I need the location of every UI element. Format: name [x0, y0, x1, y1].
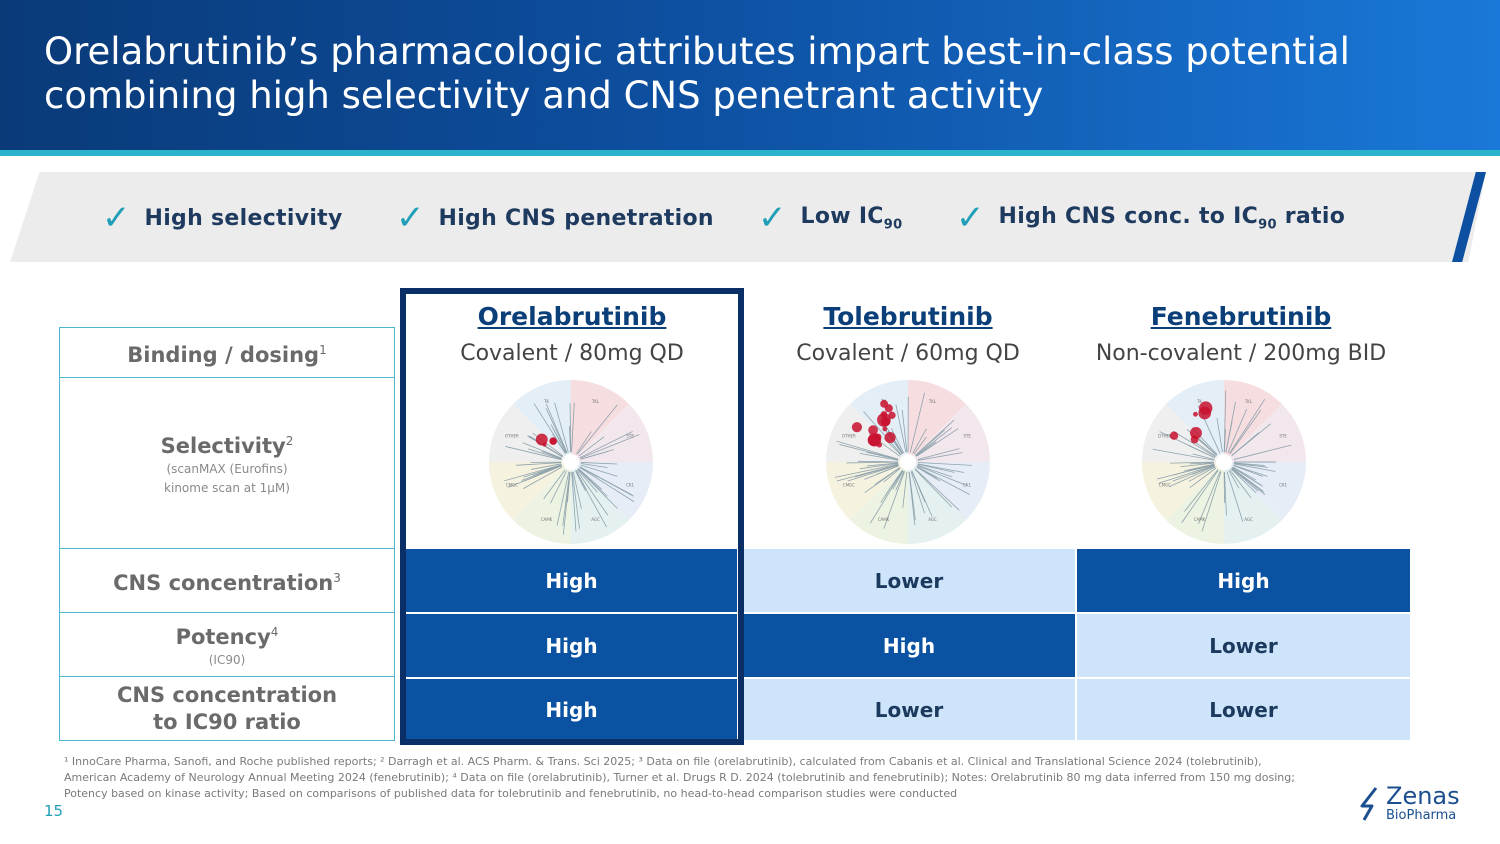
drug-dose: Non-covalent / 200mg BID	[1095, 341, 1387, 366]
slide-title-line-1: Orelabrutinib’s pharmacologic attributes…	[44, 30, 1350, 73]
drug-header-tolebrutinib: Tolebrutinib Covalent / 60mg QD	[743, 300, 1073, 374]
row-label-cns-concentration: CNS concentration3	[59, 548, 395, 613]
svg-text:CMGC: CMGC	[843, 482, 855, 487]
company-logo: Zenas BioPharma	[1356, 782, 1476, 824]
cell-orelabrutinib-potency: High	[406, 614, 737, 677]
row-label-potency: Potency4 (IC90)	[59, 612, 395, 677]
slide-title-line-2: combining high selectivity and CNS penet…	[44, 74, 1044, 117]
svg-text:TKL: TKL	[591, 399, 600, 404]
cell-fenebrutinib-potency: Lower	[1077, 614, 1410, 677]
svg-text:CK1: CK1	[963, 482, 971, 487]
cell-orelabrutinib-cns: High	[406, 549, 737, 612]
bolt-icon	[1360, 787, 1378, 821]
attribute-cns-conc-ratio: ✓ High CNS conc. to IC90 ratio	[956, 198, 1345, 238]
svg-text:TKL: TKL	[928, 399, 937, 404]
drug-dose: Covalent / 80mg QD	[460, 341, 684, 366]
attribute-low-ic90: ✓ Low IC90	[758, 198, 902, 238]
attribute-label: Low IC90	[800, 203, 903, 233]
title-banner	[0, 0, 1500, 150]
drug-dose: Covalent / 60mg QD	[796, 341, 1020, 366]
svg-text:CMGC: CMGC	[506, 482, 518, 487]
svg-text:CAMK: CAMK	[541, 517, 553, 522]
header-stripe	[0, 150, 1500, 156]
drug-name: Tolebrutinib	[823, 302, 993, 331]
cell-fenebrutinib-ratio: Lower	[1077, 679, 1410, 740]
svg-text:STE: STE	[963, 434, 971, 439]
footnote: ¹ InnoCare Pharma, Sanofi, and Roche pub…	[64, 755, 1295, 800]
svg-text:TK: TK	[543, 399, 549, 404]
cell-tolebrutinib-ratio: Lower	[743, 679, 1075, 740]
drug-name: Fenebrutinib	[1150, 302, 1332, 331]
kinome-tree-orelabrutinib: TK TKL STE CK1 AGC CAMK CMGC OTHER	[489, 380, 653, 544]
kinome-tree-fenebrutinib: TK TKL STE CK1 AGC CAMK CMGC OTHER	[1142, 380, 1306, 544]
cell-orelabrutinib-ratio: High	[406, 679, 737, 740]
cell-fenebrutinib-cns: High	[1077, 549, 1410, 612]
svg-text:OTHER: OTHER	[1158, 434, 1172, 439]
attributes-banner	[10, 172, 1486, 262]
svg-text:CMGC: CMGC	[1159, 482, 1171, 487]
page-number: 15	[44, 802, 64, 820]
row-label-cns-ratio: CNS concentration to IC90 ratio	[59, 676, 395, 741]
svg-text:AGC: AGC	[591, 517, 600, 522]
svg-text:OTHER: OTHER	[842, 434, 856, 439]
attribute-high-selectivity: ✓ High selectivity	[102, 198, 343, 238]
svg-text:AGC: AGC	[928, 517, 937, 522]
svg-text:OTHER: OTHER	[505, 434, 519, 439]
svg-text:CAMK: CAMK	[1194, 517, 1206, 522]
svg-text:CK1: CK1	[1279, 482, 1287, 487]
slide-title: Orelabrutinib’s pharmacologic attributes…	[44, 30, 1464, 118]
attribute-label: High CNS penetration	[438, 205, 714, 231]
checkmark-icon: ✓	[758, 198, 787, 238]
svg-text:TKL: TKL	[1244, 399, 1253, 404]
svg-text:STE: STE	[1279, 434, 1287, 439]
cell-tolebrutinib-potency: High	[743, 614, 1075, 677]
row-label-binding: Binding / dosing1	[59, 327, 395, 378]
svg-text:TK: TK	[1196, 399, 1202, 404]
attribute-high-cns-penetration: ✓ High CNS penetration	[396, 198, 714, 238]
drug-header-orelabrutinib: Orelabrutinib Covalent / 80mg QD	[407, 300, 737, 374]
svg-text:AGC: AGC	[1244, 517, 1253, 522]
checkmark-icon: ✓	[396, 198, 425, 238]
drug-name: Orelabrutinib	[477, 302, 667, 331]
cell-tolebrutinib-cns: Lower	[743, 549, 1075, 612]
checkmark-icon: ✓	[956, 198, 985, 238]
svg-text:CAMK: CAMK	[878, 517, 890, 522]
drug-header-fenebrutinib: Fenebrutinib Non-covalent / 200mg BID	[1076, 300, 1406, 374]
attribute-label: High selectivity	[144, 205, 343, 231]
checkmark-icon: ✓	[102, 198, 131, 238]
row-label-selectivity: Selectivity2 (scanMAX (Eurofins) kinome …	[59, 377, 395, 549]
attribute-label: High CNS conc. to IC90 ratio	[998, 203, 1346, 233]
svg-text:CK1: CK1	[626, 482, 634, 487]
svg-text:STE: STE	[626, 434, 634, 439]
